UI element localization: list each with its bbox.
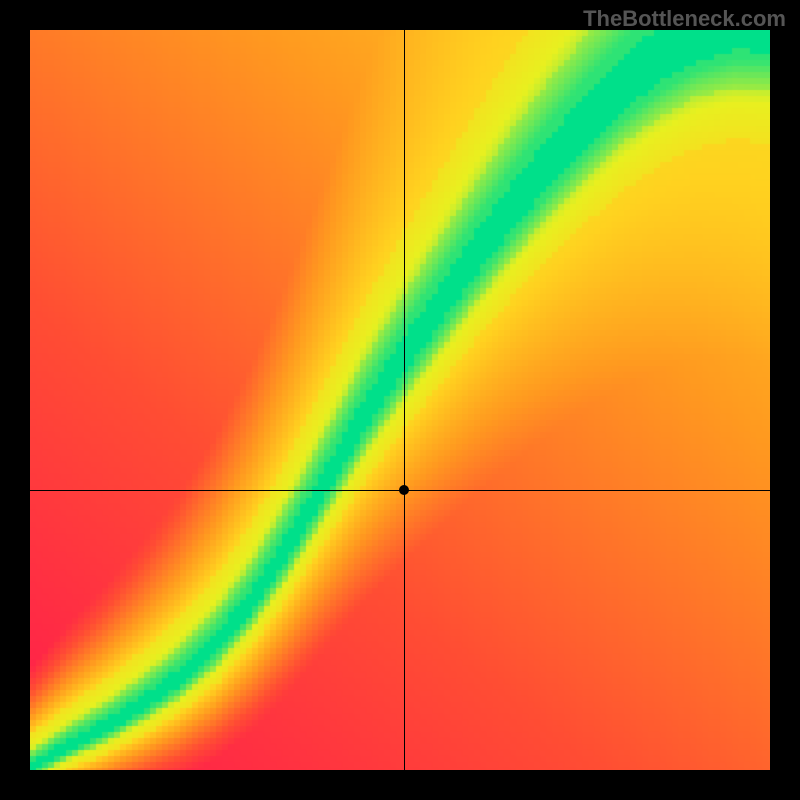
crosshair-vertical bbox=[404, 30, 405, 770]
chart-container: TheBottleneck.com bbox=[0, 0, 800, 800]
plot-frame bbox=[30, 30, 770, 770]
heatmap-canvas bbox=[30, 30, 770, 770]
crosshair-point bbox=[399, 485, 409, 495]
watermark-text: TheBottleneck.com bbox=[583, 6, 786, 32]
